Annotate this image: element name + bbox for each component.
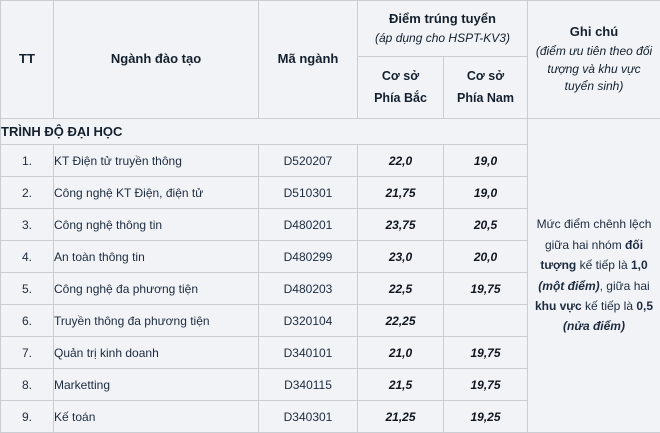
note-segment: Mức điểm chênh lệch giữa hai nhóm [536,217,652,252]
program-code: D480299 [258,240,358,273]
score-south: 19,0 [443,176,528,209]
score-south: 20,5 [443,208,528,241]
table-row: 5. Công nghệ đa phương tiện D480203 22,5… [0,272,660,305]
header-bac-line1: Cơ sở [381,69,420,84]
score-north: 21,25 [357,400,444,433]
header-diem-subtitle: (áp dụng cho HSPT-KV3) [375,30,510,45]
program-name: Công nghệ KT Điện, điện tử [53,176,259,209]
note-segment: khu vực [534,298,582,313]
score-south: 19,0 [443,144,528,177]
row-number: 9. [0,400,54,433]
score-south: 19,75 [443,336,528,369]
score-south: 19,25 [443,400,528,433]
note-segment: đối tượng [540,237,644,273]
score-south: 19,75 [443,368,528,401]
table-header: TT Ngành đào tạo Mã ngành Điểm trúng tuy… [0,0,660,119]
program-name: Công nghệ đa phương tiện [53,272,259,305]
row-number: 1. [0,144,54,177]
header-co-so-phia-bac: Cơ sở Phía Bắc [357,56,444,119]
header-nganh-label: Ngành đào tạo [110,51,202,67]
program-name: Kế toán [53,400,259,433]
program-name: Công nghệ thông tin [53,208,259,241]
section-label: TRÌNH ĐỘ ĐẠI HỌC [0,118,528,145]
score-south: 19,75 [443,272,528,305]
row-number: 8. [0,368,54,401]
note-segment: , giữa hai [599,278,650,293]
score-north: 22,0 [357,144,444,177]
program-code: D320104 [258,304,358,337]
score-south [443,304,528,337]
score-north: 21,5 [357,368,444,401]
table-row: 2. Công nghệ KT Điện, điện tử D510301 21… [0,176,660,209]
table-row: 1. KT Điện tử truyền thông D520207 22,0 … [0,144,660,177]
row-number: 5. [0,272,54,305]
header-co-so-phia-nam: Cơ sở Phía Nam [443,56,528,119]
table-body: TRÌNH ĐỘ ĐẠI HỌC Mức điểm chênh lệch giữ… [0,118,660,433]
header-nganh-dao-tao: Ngành đào tạo [53,0,259,119]
header-tt-label: TT [19,51,35,67]
note-segment: 1,0 [630,258,648,273]
section-row: TRÌNH ĐỘ ĐẠI HỌC Mức điểm chênh lệch giữ… [0,118,660,433]
header-ma-label: Mã ngành [277,51,339,67]
score-north: 22,25 [357,304,444,337]
row-number: 4. [0,240,54,273]
program-name: An toàn thông tin [53,240,259,273]
score-north: 23,75 [357,208,444,241]
header-ghichu-subtitle: (điểm ưu tiên theo đối tượng và khu vực … [535,44,653,94]
program-code: D510301 [258,176,358,209]
row-number: 3. [0,208,54,241]
program-code: D340115 [258,368,358,401]
score-north: 23,0 [357,240,444,273]
note-segment: 0,5 [636,298,654,313]
header-ghichu-title: Ghi chú [569,24,619,40]
score-south: 20,0 [443,240,528,273]
program-code: D480203 [258,272,358,305]
program-name: Quản trị kinh doanh [53,336,259,369]
score-north: 22,5 [357,272,444,305]
header-ghi-chu: Ghi chú (điểm ưu tiên theo đối tượng và … [527,0,660,119]
note-segment: kế tiếp là [581,298,637,313]
program-name: Marketting [53,368,259,401]
header-tt: TT [0,0,54,119]
row-number: 2. [0,176,54,209]
table-row: 7. Quản trị kinh doanh D340101 21,0 19,7… [0,336,660,369]
header-row-sub: Cơ sở Phía Bắc Cơ sở Phía Nam [1,56,660,119]
program-code: D520207 [258,144,358,177]
note-segment: (nửa điểm) [563,319,625,334]
row-number: 6. [0,304,54,337]
note-segment: kế tiếp là [576,258,631,273]
note-cell: Mức điểm chênh lệch giữa hai nhóm đối tư… [527,118,660,433]
header-diem-title: Điểm trúng tuyển [389,10,496,26]
program-code: D340301 [258,400,358,433]
note-text: Mức điểm chênh lệch giữa hai nhóm đối tư… [535,217,653,333]
table-row: 6. Truyền thông đa phương tiện D320104 2… [0,304,660,337]
header-ma-nganh: Mã ngành [258,0,358,119]
header-nam-line2: Phía Nam [457,90,514,105]
score-north: 21,0 [357,336,444,369]
program-code: D340101 [258,336,358,369]
header-nam-line1: Cơ sở [466,69,505,84]
program-name: KT Điện tử truyền thông [53,144,259,177]
row-number: 7. [0,336,54,369]
program-code: D480201 [258,208,358,241]
program-name: Truyền thông đa phương tiện [53,304,259,337]
header-diem-trung-tuyen: Điểm trúng tuyển (áp dụng cho HSPT-KV3) [357,0,528,57]
header-row-main: TT Ngành đào tạo Mã ngành Điểm trúng tuy… [0,0,660,119]
score-north: 21,75 [357,176,444,209]
note-segment: (một điểm) [538,278,600,293]
header-bac-line2: Phía Bắc [374,90,427,105]
table-row: 9. Kế toán D340301 21,25 19,25 [0,400,660,433]
